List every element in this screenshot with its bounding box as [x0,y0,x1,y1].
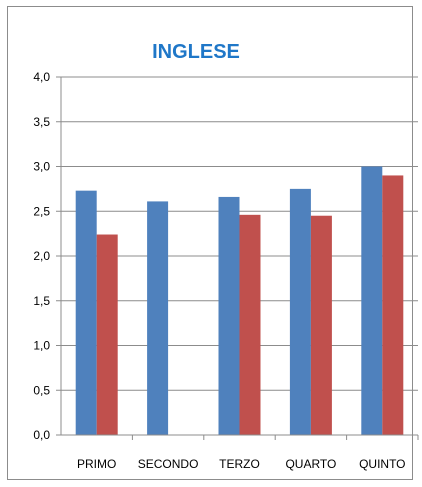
y-tick-label: 3,5 [33,115,50,129]
bar [361,166,383,435]
y-axis-ticks: 0,0 0,5 1,0 1,5 2,0 2,5 3,0 3,5 4,0 [33,70,61,442]
bar [239,214,261,435]
y-tick-label: 2,0 [33,249,50,263]
x-axis-categories: PRIMO SECONDO TERZO QUARTO QUINTO [77,435,419,471]
x-category-label: PRIMO [77,457,116,471]
y-tick-label: 3,0 [33,160,50,174]
x-category-label: QUARTO [285,457,336,471]
x-category-label: TERZO [219,457,260,471]
y-tick-label: 0,0 [33,428,50,442]
x-category-label: SECONDO [138,457,199,471]
y-tick-label: 0,5 [33,383,50,397]
bar [147,201,169,435]
bar [96,234,118,435]
bar [382,175,404,435]
bar [289,188,311,435]
bars [75,166,404,435]
y-tick-label: 1,0 [33,339,50,353]
y-tick-label: 2,5 [33,204,50,218]
bar [218,196,240,435]
bar [75,190,97,435]
chart-frame [7,6,413,480]
y-tick-label: 4,0 [33,70,50,84]
x-category-label: QUINTO [359,457,405,471]
axes [60,77,418,436]
bar [310,215,332,435]
y-tick-label: 1,5 [33,294,50,308]
chart-title: INGLESE [152,41,240,63]
